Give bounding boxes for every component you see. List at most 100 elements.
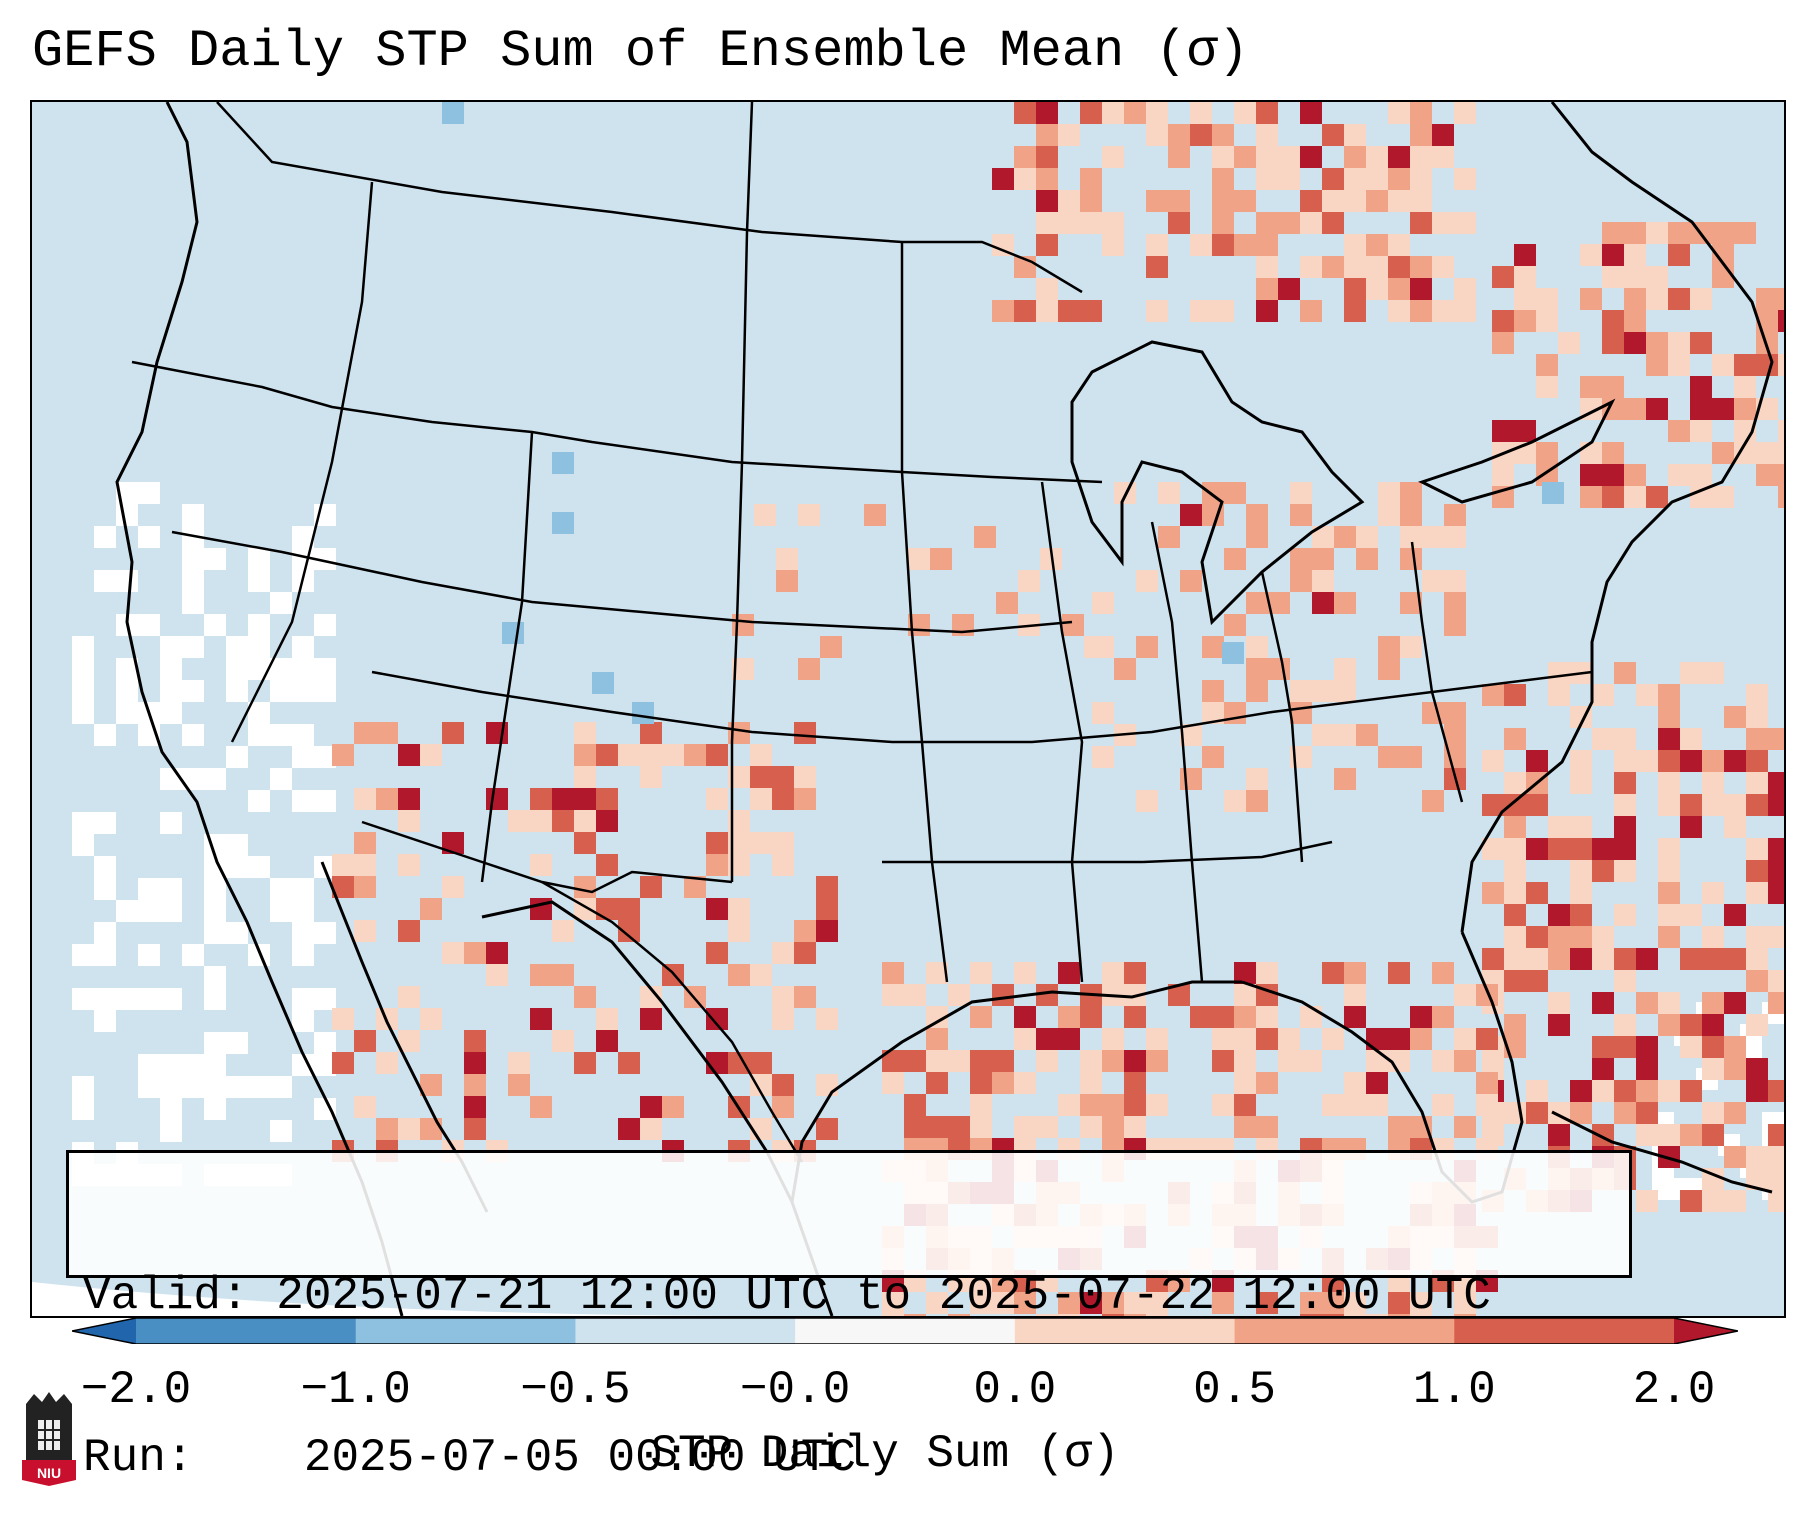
near-zero-cell [160, 1076, 182, 1098]
near-zero-cell [72, 944, 94, 966]
positive-anomaly-cell [1734, 376, 1756, 398]
positive-anomaly-cell [530, 854, 552, 876]
positive-anomaly-cell [1712, 354, 1734, 376]
positive-anomaly-cell [1388, 1314, 1410, 1316]
logo-grid [38, 1420, 60, 1450]
positive-anomaly-cell [684, 876, 706, 898]
positive-anomaly-cell [1356, 526, 1378, 548]
positive-anomaly-cell [1366, 190, 1388, 212]
positive-anomaly-cell [750, 744, 772, 766]
colorbar-bin [575, 1318, 796, 1344]
near-zero-cell [160, 1054, 182, 1076]
positive-anomaly-cell [1014, 102, 1036, 124]
near-zero-cell [248, 548, 270, 570]
positive-anomaly-cell [1702, 1036, 1724, 1058]
east-coast-line [1460, 102, 1774, 933]
near-zero-cell [292, 790, 314, 812]
positive-anomaly-cell [1058, 212, 1080, 234]
positive-anomaly-cell [1624, 222, 1646, 244]
positive-anomaly-cell [1190, 300, 1212, 322]
positive-anomaly-cell [1366, 168, 1388, 190]
positive-anomaly-cell [706, 744, 728, 766]
positive-anomaly-cell [1492, 310, 1514, 332]
positive-anomaly-cell [1756, 288, 1778, 310]
valid-text: 2025-07-21 12:00 UTC to 2025-07-22 12:00… [276, 1270, 1491, 1322]
positive-anomaly-cell [1778, 464, 1784, 486]
near-zero-cell [314, 1054, 336, 1076]
positive-anomaly-cell [1168, 212, 1190, 234]
positive-anomaly-cell [1190, 1006, 1212, 1028]
near-zero-cell [160, 768, 182, 790]
positive-anomaly-cell [706, 854, 728, 876]
positive-anomaly-cell [1668, 288, 1690, 310]
positive-anomaly-cell [1224, 614, 1246, 636]
positive-anomaly-cell [442, 942, 464, 964]
positive-anomaly-cell [1602, 244, 1624, 266]
positive-anomaly-cell [1514, 310, 1536, 332]
positive-anomaly-cell [1768, 882, 1784, 904]
positive-anomaly-cell [750, 1052, 772, 1074]
positive-anomaly-cell [1614, 662, 1636, 684]
positive-anomaly-cell [1256, 168, 1278, 190]
positive-anomaly-cell [596, 744, 618, 766]
positive-anomaly-cell [728, 898, 750, 920]
positive-anomaly-cell [1202, 636, 1224, 658]
positive-anomaly-cell [882, 962, 904, 984]
colorbar-bin [355, 1318, 576, 1344]
positive-anomaly-cell [728, 854, 750, 876]
positive-anomaly-cell [1636, 1102, 1658, 1124]
positive-anomaly-cell [1690, 420, 1712, 442]
positive-anomaly-cell [1290, 504, 1312, 526]
positive-anomaly-cell [1256, 1028, 1278, 1050]
near-zero-cell [160, 702, 182, 724]
positive-anomaly-cell [1146, 1314, 1168, 1316]
positive-anomaly-cell [1444, 724, 1466, 746]
positive-anomaly-cell [1344, 190, 1366, 212]
positive-anomaly-cell [1658, 1124, 1680, 1146]
positive-anomaly-cell [1190, 102, 1212, 124]
positive-anomaly-cell [1290, 482, 1312, 504]
near-zero-cell [292, 636, 314, 658]
positive-anomaly-cell [1712, 398, 1734, 420]
positive-anomaly-cell [1548, 904, 1570, 926]
positive-anomaly-cell [772, 854, 794, 876]
positive-anomaly-cell [1246, 504, 1268, 526]
near-zero-cell [248, 724, 270, 746]
near-zero-cell [94, 526, 116, 548]
positive-anomaly-cell [926, 1116, 948, 1138]
positive-anomaly-cell [992, 1072, 1014, 1094]
near-zero-cell [314, 922, 336, 944]
positive-anomaly-cell [1492, 332, 1514, 354]
positive-anomaly-cell [1734, 398, 1756, 420]
positive-anomaly-cell [662, 744, 684, 766]
positive-anomaly-cell [1058, 962, 1080, 984]
near-zero-cell [226, 636, 248, 658]
gulf-states-line [882, 840, 1333, 864]
positive-anomaly-cell [776, 570, 798, 592]
positive-anomaly-cell [1614, 772, 1636, 794]
near-zero-cell [160, 636, 182, 658]
positive-anomaly-cell [1444, 592, 1466, 614]
positive-anomaly-cell [1344, 168, 1366, 190]
colorbar-under-arrow [72, 1318, 136, 1344]
positive-anomaly-cell [1334, 724, 1356, 746]
meridian-7 [1260, 571, 1304, 863]
positive-anomaly-cell [1278, 146, 1300, 168]
negative-anomaly-cell [632, 702, 654, 724]
positive-anomaly-cell [772, 1074, 794, 1096]
positive-anomaly-cell [1514, 244, 1536, 266]
positive-anomaly-cell [1580, 376, 1602, 398]
positive-anomaly-cell [1624, 244, 1646, 266]
positive-anomaly-cell [1504, 728, 1526, 750]
meridian-4 [900, 242, 949, 983]
near-zero-cell [226, 658, 248, 680]
positive-anomaly-cell [1256, 1072, 1278, 1094]
positive-anomaly-cell [798, 658, 820, 680]
positive-anomaly-cell [574, 788, 596, 810]
niu-logo-icon: NIU [22, 1392, 76, 1486]
positive-anomaly-cell [1036, 124, 1058, 146]
positive-anomaly-cell [574, 986, 596, 1008]
negative-anomaly-cell [442, 102, 464, 124]
positive-anomaly-cell [1476, 1072, 1498, 1094]
colorbar-tick-label: −2.0 [80, 1364, 192, 1416]
